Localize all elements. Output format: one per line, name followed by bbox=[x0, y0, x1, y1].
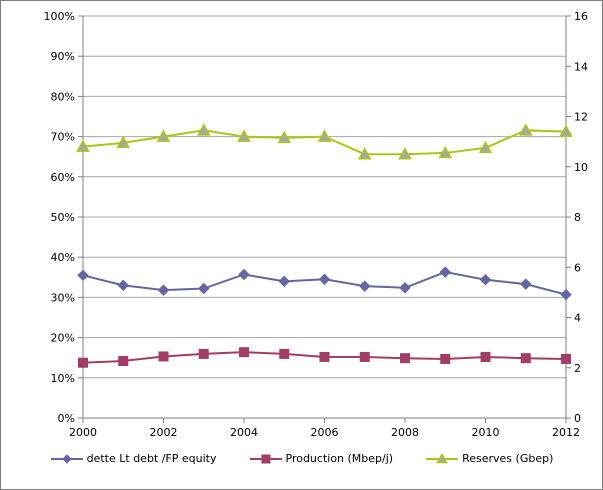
y-left-label-30: 30% bbox=[51, 291, 75, 304]
marker-production-2004[interactable] bbox=[239, 347, 249, 358]
legend-item-production[interactable]: Production (Mbep/j) bbox=[249, 452, 394, 465]
legend-marker-shape-reserves bbox=[436, 452, 448, 463]
marker-production-2002[interactable] bbox=[158, 351, 169, 362]
legend-marker-production-icon bbox=[249, 454, 282, 463]
marker-debt-equity-2005[interactable] bbox=[278, 275, 290, 288]
marker-debt-equity-2002[interactable] bbox=[157, 284, 170, 296]
marker-debt-equity-2012[interactable] bbox=[560, 288, 572, 301]
marker-debt-equity-2008[interactable] bbox=[399, 282, 411, 294]
marker-reserves-2000[interactable] bbox=[76, 139, 90, 152]
y-right-label-2: 2 bbox=[574, 362, 581, 375]
chart-legend: dette Lt debt /FP equity Production (Mbe… bbox=[1, 452, 602, 465]
legend-item-reserves[interactable]: Reserves (Gbep) bbox=[425, 452, 553, 465]
marker-reserves-2005[interactable] bbox=[277, 130, 292, 144]
marker-production-2000[interactable] bbox=[78, 357, 88, 368]
y-right-label-12: 12 bbox=[574, 111, 588, 124]
marker-debt-equity-2010[interactable] bbox=[479, 274, 492, 286]
legend-label-debt-equity: dette Lt debt /FP equity bbox=[86, 452, 217, 465]
marker-reserves-2011[interactable] bbox=[518, 123, 533, 136]
marker-debt-equity-2001[interactable] bbox=[117, 279, 129, 292]
marker-production-2007[interactable] bbox=[359, 351, 370, 362]
marker-reserves-2009[interactable] bbox=[438, 145, 453, 159]
marker-production-2010[interactable] bbox=[480, 351, 491, 362]
legend-item-debt-equity[interactable]: dette Lt debt /FP equity bbox=[50, 452, 217, 465]
y-right-label-0: 0 bbox=[574, 412, 581, 425]
chart-plot-area: 0% 10% 20% 30% 40% 50% 60% 70% 80% 90% 100% 0 2 4 6 8 10… bbox=[44, 10, 588, 439]
legend-label-production: Production (Mbep/j) bbox=[285, 452, 394, 465]
y-left-label-0: 0% bbox=[58, 412, 75, 425]
marker-production-2012[interactable] bbox=[561, 353, 571, 364]
marker-reserves-2012[interactable] bbox=[559, 124, 573, 137]
marker-reserves-2006[interactable] bbox=[317, 129, 332, 142]
marker-production-2008[interactable] bbox=[400, 353, 410, 364]
legend-label-reserves: Reserves (Gbep) bbox=[462, 452, 554, 465]
legend-marker-shape-debt-equity bbox=[61, 453, 72, 464]
marker-production-2001[interactable] bbox=[118, 355, 129, 366]
x-axis-label-2012: 2012 bbox=[552, 426, 580, 439]
y-left-label-100: 100% bbox=[44, 10, 75, 23]
marker-reserves-2002[interactable] bbox=[156, 129, 171, 142]
x-axis-label-2006: 2006 bbox=[311, 426, 339, 439]
y-left-label-60: 60% bbox=[51, 171, 75, 184]
marker-reserves-2010[interactable] bbox=[478, 140, 493, 154]
y-right-label-8: 8 bbox=[574, 211, 581, 224]
marker-production-2006[interactable] bbox=[319, 351, 330, 362]
marker-debt-equity-2007[interactable] bbox=[359, 280, 371, 292]
marker-production-2003[interactable] bbox=[198, 348, 209, 359]
y-right-label-4: 4 bbox=[574, 312, 581, 325]
y-left-label-20: 20% bbox=[51, 332, 75, 345]
marker-debt-equity-2011[interactable] bbox=[520, 278, 532, 290]
y-right-label-16: 16 bbox=[574, 10, 588, 23]
legend-marker-shape-production bbox=[261, 454, 270, 463]
x-axis-label-2002: 2002 bbox=[150, 426, 178, 439]
marker-debt-equity-2003[interactable] bbox=[198, 282, 210, 295]
x-axis-label-2010: 2010 bbox=[472, 426, 500, 439]
x-axis-label-2000: 2000 bbox=[69, 426, 97, 439]
y-left-label-70: 70% bbox=[51, 131, 75, 144]
marker-production-2011[interactable] bbox=[520, 353, 531, 364]
marker-reserves-2003[interactable] bbox=[196, 123, 211, 136]
marker-reserves-2001[interactable] bbox=[116, 135, 131, 149]
marker-reserves-2004[interactable] bbox=[237, 129, 251, 142]
marker-debt-equity-2006[interactable] bbox=[318, 273, 331, 286]
marker-debt-equity-2000[interactable] bbox=[77, 269, 89, 281]
marker-production-2009[interactable] bbox=[440, 353, 451, 364]
marker-debt-equity-2009[interactable] bbox=[439, 266, 451, 278]
marker-reserves-2007[interactable] bbox=[357, 147, 372, 160]
y-right-label-14: 14 bbox=[574, 60, 588, 73]
y-left-label-80: 80% bbox=[51, 90, 75, 103]
y-left-label-10: 10% bbox=[51, 372, 75, 385]
x-axis-label-2008: 2008 bbox=[391, 426, 419, 439]
marker-production-2005[interactable] bbox=[279, 348, 290, 359]
y-left-label-90: 90% bbox=[51, 50, 75, 63]
y-right-label-6: 6 bbox=[574, 261, 581, 274]
legend-marker-reserves-icon bbox=[426, 452, 459, 463]
legend-marker-debt-equity-icon bbox=[50, 453, 83, 464]
x-axis-label-2004: 2004 bbox=[230, 426, 258, 439]
y-left-label-50: 50% bbox=[51, 211, 75, 224]
marker-reserves-2008[interactable] bbox=[398, 147, 412, 160]
marker-debt-equity-2004[interactable] bbox=[238, 268, 250, 281]
y-left-label-40: 40% bbox=[51, 251, 75, 264]
y-right-label-10: 10 bbox=[574, 161, 588, 174]
